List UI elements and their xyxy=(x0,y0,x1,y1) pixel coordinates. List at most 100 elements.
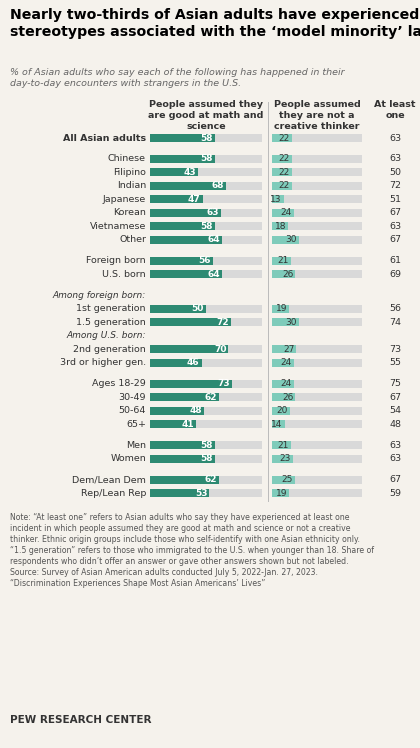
Text: 48: 48 xyxy=(389,420,401,429)
Text: Chinese: Chinese xyxy=(108,154,146,163)
Text: 30-49: 30-49 xyxy=(118,393,146,402)
Bar xyxy=(150,346,228,353)
Bar xyxy=(272,319,299,326)
Text: All Asian adults: All Asian adults xyxy=(63,133,146,143)
Text: 64: 64 xyxy=(207,270,220,279)
Text: 73: 73 xyxy=(217,379,230,388)
Bar xyxy=(150,195,202,203)
Text: 61: 61 xyxy=(389,257,401,266)
Bar xyxy=(272,407,290,414)
Bar xyxy=(150,270,262,278)
Bar xyxy=(150,380,232,387)
Bar xyxy=(272,134,362,142)
Bar xyxy=(272,155,362,163)
Text: 69: 69 xyxy=(389,270,401,279)
Bar xyxy=(150,319,231,326)
Text: 63: 63 xyxy=(389,454,401,463)
Bar xyxy=(272,489,289,497)
Bar xyxy=(272,359,362,367)
Bar xyxy=(272,489,362,497)
Text: Nearly two-thirds of Asian adults have experienced
stereotypes associated with t: Nearly two-thirds of Asian adults have e… xyxy=(10,8,420,39)
Bar xyxy=(150,222,215,230)
Bar xyxy=(150,195,262,203)
Bar xyxy=(150,476,219,483)
Bar xyxy=(150,134,262,142)
Text: 67: 67 xyxy=(389,209,401,218)
Text: 19: 19 xyxy=(276,304,287,313)
Bar xyxy=(150,304,262,313)
Text: Men: Men xyxy=(126,441,146,450)
Bar xyxy=(150,420,262,428)
Bar xyxy=(272,257,291,265)
Text: 1st generation: 1st generation xyxy=(76,304,146,313)
Bar xyxy=(150,489,209,497)
Bar xyxy=(150,182,262,190)
Bar xyxy=(150,257,262,265)
Text: Other: Other xyxy=(119,236,146,245)
Text: 63: 63 xyxy=(389,441,401,450)
Bar xyxy=(150,270,222,278)
Bar xyxy=(272,182,292,190)
Bar xyxy=(150,346,262,353)
Text: 48: 48 xyxy=(189,406,202,415)
Text: 21: 21 xyxy=(278,257,289,266)
Text: 26: 26 xyxy=(282,393,294,402)
Bar xyxy=(272,380,294,387)
Text: 46: 46 xyxy=(187,358,200,367)
Bar xyxy=(272,236,362,244)
Bar xyxy=(150,441,215,449)
Bar xyxy=(272,441,362,449)
Text: Rep/Lean Rep: Rep/Lean Rep xyxy=(81,488,146,497)
Text: 63: 63 xyxy=(389,154,401,163)
Bar xyxy=(272,420,285,428)
Bar xyxy=(150,420,196,428)
Text: 63: 63 xyxy=(389,222,401,231)
Bar xyxy=(150,134,215,142)
Bar xyxy=(272,420,362,428)
Bar xyxy=(272,359,294,367)
Text: 26: 26 xyxy=(282,270,294,279)
Text: 2nd generation: 2nd generation xyxy=(73,345,146,354)
Text: 24: 24 xyxy=(281,358,291,367)
Text: 50: 50 xyxy=(192,304,204,313)
Text: 24: 24 xyxy=(281,209,291,218)
Text: 67: 67 xyxy=(389,236,401,245)
Bar xyxy=(150,209,220,217)
Bar xyxy=(272,168,292,177)
Text: % of Asian adults who say each of the following has happened in their
day-to-day: % of Asian adults who say each of the fo… xyxy=(10,68,344,88)
Text: 58: 58 xyxy=(200,154,213,163)
Bar xyxy=(150,455,215,462)
Text: 68: 68 xyxy=(212,182,224,191)
Bar xyxy=(272,346,296,353)
Text: 63: 63 xyxy=(389,133,401,143)
Text: 22: 22 xyxy=(278,168,290,177)
Bar xyxy=(272,380,362,387)
Text: 63: 63 xyxy=(206,209,218,218)
Bar xyxy=(150,407,204,414)
Bar xyxy=(272,195,284,203)
Bar xyxy=(150,168,198,177)
Text: Foreign born: Foreign born xyxy=(87,257,146,266)
Bar xyxy=(150,155,215,163)
Bar xyxy=(272,393,295,401)
Text: Korean: Korean xyxy=(113,209,146,218)
Bar xyxy=(272,155,292,163)
Bar xyxy=(272,407,362,414)
Bar xyxy=(272,270,295,278)
Text: 62: 62 xyxy=(205,393,218,402)
Bar xyxy=(272,270,362,278)
Bar xyxy=(150,489,262,497)
Text: 22: 22 xyxy=(278,182,290,191)
Text: 56: 56 xyxy=(389,304,401,313)
Text: Among U.S. born:: Among U.S. born: xyxy=(66,331,146,340)
Bar xyxy=(272,476,294,483)
Text: 62: 62 xyxy=(205,475,218,484)
Text: 14: 14 xyxy=(271,420,283,429)
Bar xyxy=(272,209,294,217)
Bar xyxy=(272,222,362,230)
Bar xyxy=(272,182,362,190)
Text: Ages 18-29: Ages 18-29 xyxy=(92,379,146,388)
Bar xyxy=(150,155,262,163)
Bar xyxy=(272,476,362,483)
Text: 13: 13 xyxy=(270,195,282,204)
